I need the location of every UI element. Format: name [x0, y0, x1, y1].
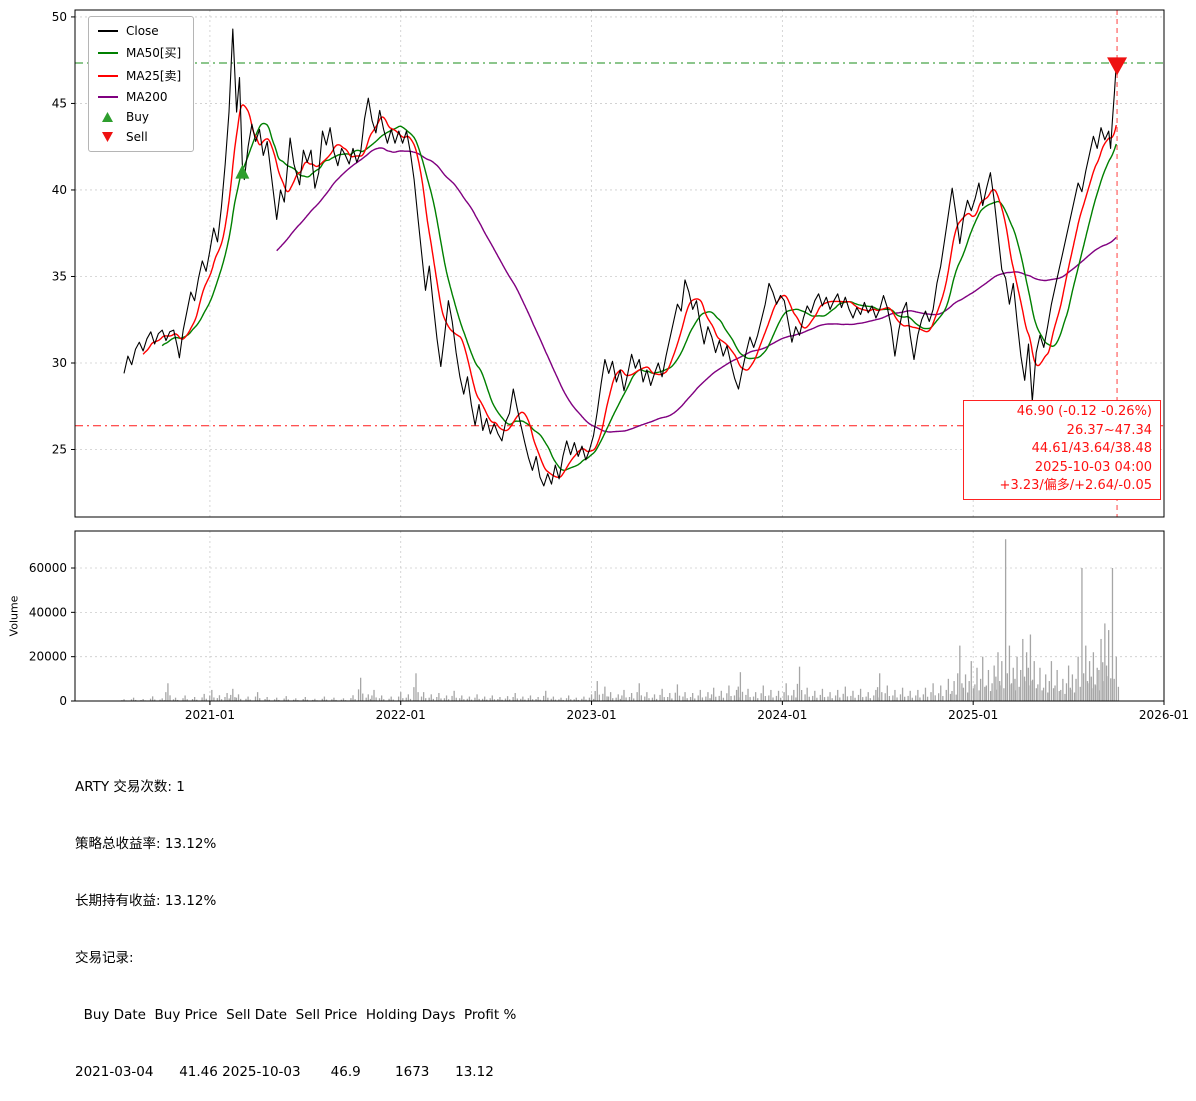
- buy-marker: [235, 164, 250, 179]
- price-tick-label: 25: [52, 443, 67, 457]
- annotation-bias: +3.23/偏多/+2.64/-0.05: [999, 478, 1152, 494]
- x-tick-label: 2024-01: [757, 708, 807, 722]
- volume-axis-title: Volume: [7, 595, 21, 637]
- x-tick-label: 2022-01: [376, 708, 426, 722]
- sell-marker-icon: [102, 132, 113, 142]
- price-lines: [123, 28, 1118, 487]
- ma25-line-swatch: [98, 74, 118, 77]
- legend-label-ma200: MA200: [126, 90, 168, 104]
- stock-chart: 2021-01 2022-01 2023-01 2024-01 2025-01 2026-…: [29, 9, 1189, 722]
- volume-panel-border: [74, 530, 1165, 702]
- price-tick-label: 45: [52, 96, 67, 110]
- legend-item-buy: Buy: [98, 110, 181, 124]
- ma25-line: [142, 104, 1117, 479]
- legend-item-ma50: MA50[买]: [98, 44, 181, 61]
- buy-marker-icon: [102, 112, 113, 122]
- axes: 2021-01 2022-01 2023-01 2024-01 2025-01 2026-…: [29, 9, 1189, 722]
- x-tick-label: 2026-01: [1139, 708, 1189, 722]
- legend-item-ma200: MA200: [98, 90, 181, 104]
- x-tick-label: 2025-01: [948, 708, 998, 722]
- volume-bars: [121, 539, 1120, 701]
- price-panel-border: [74, 9, 1165, 518]
- x-tick-label: 2021-01: [185, 708, 235, 722]
- price-tick-label: 35: [52, 269, 67, 283]
- volume-tick-label: 20000: [29, 650, 67, 664]
- ma200-line-swatch: [98, 96, 118, 98]
- ma200-line: [276, 147, 1117, 433]
- volume-tick-label: 40000: [29, 605, 67, 619]
- annotation-price-change: 46.90 (-0.12 -0.26%): [1016, 404, 1152, 419]
- legend: Close MA50[买] MA25[卖] MA200 Buy Sell: [88, 16, 195, 152]
- sell-marker: [1107, 57, 1128, 76]
- strategy-return-line: 策略总收益率: 13.12%: [75, 836, 217, 852]
- legend-item-sell: Sell: [98, 130, 181, 144]
- legend-item-ma25: MA25[卖]: [98, 67, 181, 84]
- volume-tick-label: 0: [59, 694, 67, 708]
- hold-return-line: 长期持有收益: 13.12%: [75, 893, 217, 909]
- trade-records-label: 交易记录:: [75, 950, 134, 966]
- legend-label-ma25: MA25[卖]: [126, 69, 182, 83]
- close-line: [123, 28, 1118, 487]
- trade-table-row: 2021-03-04 41.46 2025-10-03 46.9 1673 13…: [75, 1064, 494, 1080]
- ma50-line-swatch: [98, 51, 118, 54]
- trade-table-header: Buy Date Buy Price Sell Date Sell Price …: [75, 1007, 517, 1023]
- annotation-range: 26.37~47.34: [1066, 422, 1152, 438]
- trade-markers: [235, 57, 1128, 179]
- annotation-datetime: 2025-10-03 04:00: [1034, 459, 1152, 475]
- volume-tick-label: 60000: [29, 561, 67, 575]
- price-tick-label: 30: [52, 356, 67, 370]
- legend-label-sell: Sell: [126, 130, 148, 144]
- price-annotation-box: 46.90 (-0.12 -0.26%) 26.37~47.34 44.61/4…: [963, 400, 1161, 500]
- grid-layer: [75, 10, 1165, 701]
- legend-label-ma50: MA50[买]: [126, 46, 182, 60]
- annotation-ma-values: 44.61/43.64/38.48: [1031, 441, 1152, 457]
- strategy-stats: ARTY 交易次数: 1 策略总收益率: 13.12% 长期持有收益: 13.1…: [75, 740, 516, 1101]
- trades-count-line: ARTY 交易次数: 1: [75, 779, 185, 795]
- close-line-swatch: [98, 30, 118, 32]
- legend-item-close: Close: [98, 24, 181, 38]
- legend-label-buy: Buy: [126, 110, 149, 124]
- price-tick-label: 40: [52, 183, 67, 197]
- price-tick-label: 50: [52, 10, 67, 24]
- x-tick-label: 2023-01: [566, 708, 616, 722]
- legend-label-close: Close: [126, 24, 159, 38]
